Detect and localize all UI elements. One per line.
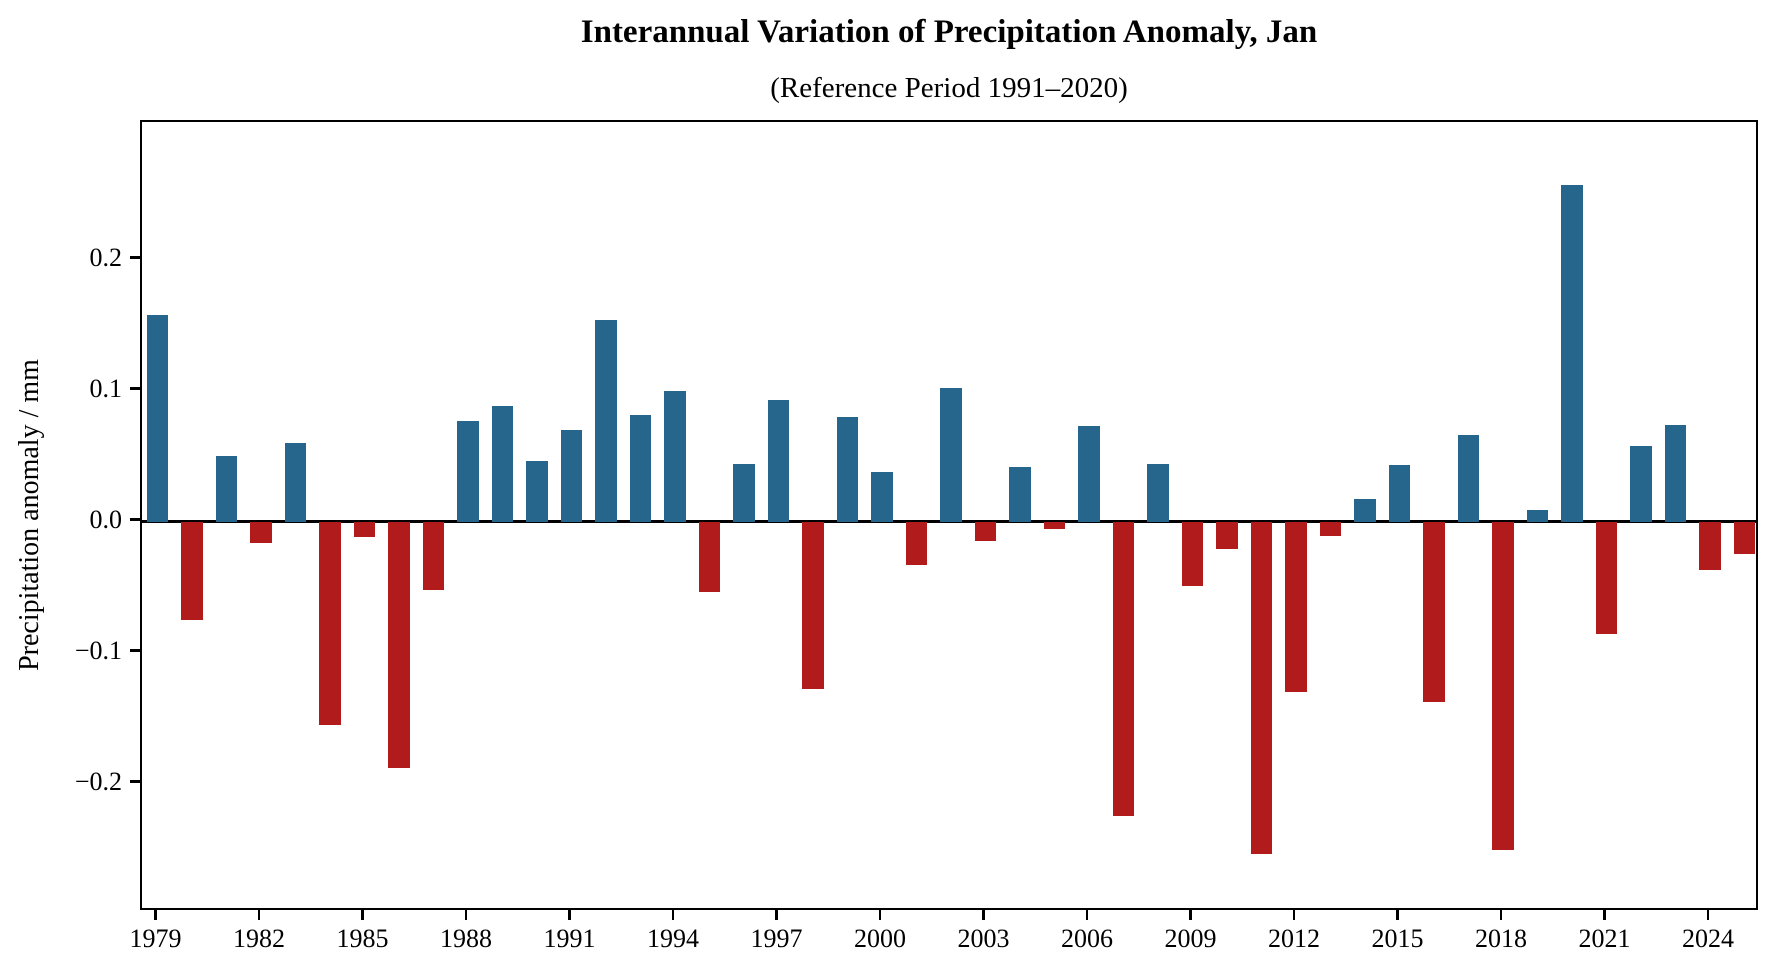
bar-1981 — [215, 456, 238, 522]
bar-2015 — [1388, 465, 1411, 522]
chart-title: Interannual Variation of Precipitation A… — [580, 14, 1318, 50]
bar-1979 — [146, 314, 169, 522]
y-tick-label: 0.2 — [89, 242, 123, 272]
bar-2004 — [1009, 466, 1031, 522]
y-tick-mark — [130, 649, 140, 652]
x-tick-label: 1982 — [233, 924, 286, 953]
y-tick-mark — [130, 518, 140, 521]
bar-1988 — [457, 420, 479, 522]
bar-2005 — [1043, 521, 1066, 530]
bar-2013 — [1319, 521, 1342, 536]
x-tick-mark — [568, 910, 571, 920]
bar-2019 — [1526, 509, 1549, 522]
bar-2011 — [1250, 521, 1273, 855]
x-tick-mark — [1396, 910, 1399, 920]
bar-2009 — [1181, 521, 1204, 586]
bar-1987 — [422, 521, 445, 590]
y-tick-label: 0.0 — [89, 504, 123, 534]
x-tick-mark — [671, 910, 675, 920]
bar-2003 — [974, 521, 997, 542]
y-tick-mark — [130, 387, 140, 390]
bar-2006 — [1078, 425, 1100, 522]
bar-2012 — [1285, 521, 1307, 692]
bar-1992 — [595, 319, 617, 522]
bar-1990 — [526, 461, 548, 522]
bar-2002 — [940, 387, 962, 522]
bar-1994 — [664, 390, 686, 522]
x-tick-label: 1994 — [647, 924, 699, 953]
bar-2018 — [1492, 521, 1514, 851]
x-tick-mark — [775, 910, 778, 920]
x-tick-label: 2003 — [957, 924, 1010, 953]
x-tick-label: 2009 — [1164, 924, 1217, 953]
bar-2024 — [1699, 521, 1721, 571]
bar-2007 — [1112, 521, 1135, 817]
bar-2016 — [1423, 521, 1445, 703]
bar-2001 — [905, 521, 928, 565]
bar-1996 — [733, 463, 755, 522]
x-tick-mark — [361, 910, 364, 920]
plot-area — [140, 120, 1758, 910]
bar-1995 — [698, 521, 721, 593]
y-tick-label: −0.1 — [74, 635, 122, 665]
bar-1980 — [181, 521, 203, 620]
x-tick-mark — [154, 910, 157, 920]
x-tick-label: 2000 — [854, 924, 906, 953]
x-tick-label: 1997 — [750, 924, 803, 953]
bar-2000 — [871, 471, 893, 522]
bar-1983 — [284, 442, 307, 522]
x-tick-label: 2015 — [1371, 924, 1424, 953]
bar-1999 — [836, 416, 859, 522]
y-axis-label: Precipitation anomaly / mm — [14, 359, 45, 671]
y-tick-label: 0.1 — [89, 373, 123, 403]
x-tick-mark — [1292, 910, 1296, 920]
x-tick-label: 2012 — [1267, 924, 1320, 953]
bar-1989 — [491, 406, 514, 522]
bar-2021 — [1595, 521, 1618, 635]
bar-1993 — [629, 415, 652, 522]
y-tick-label: −0.2 — [74, 766, 122, 796]
x-tick-mark — [257, 910, 261, 920]
x-tick-mark — [1189, 910, 1192, 920]
x-tick-label: 2024 — [1681, 924, 1734, 953]
bar-2010 — [1216, 521, 1238, 550]
bar-1986 — [388, 521, 410, 768]
x-tick-mark — [1085, 910, 1089, 920]
x-tick-mark — [1499, 910, 1503, 920]
y-tick-mark — [130, 780, 140, 783]
bar-1998 — [802, 521, 824, 690]
y-tick-mark — [130, 256, 140, 259]
x-tick-mark — [464, 910, 468, 920]
x-tick-mark — [1706, 910, 1710, 920]
x-tick-mark — [982, 910, 985, 920]
x-tick-label: 2021 — [1578, 924, 1631, 953]
bar-2020 — [1561, 184, 1583, 522]
x-tick-label: 1988 — [440, 924, 492, 953]
bar-2014 — [1354, 499, 1376, 522]
bar-2025 — [1733, 521, 1756, 555]
bar-2023 — [1664, 424, 1687, 522]
x-tick-label: 1979 — [129, 924, 182, 953]
x-tick-label: 2018 — [1474, 924, 1527, 953]
bar-1985 — [353, 521, 376, 538]
bar-2008 — [1147, 463, 1169, 522]
bar-1997 — [767, 399, 790, 522]
zero-baseline — [142, 520, 1756, 523]
x-tick-mark — [878, 910, 882, 920]
x-tick-label: 2006 — [1060, 924, 1113, 953]
x-tick-label: 1985 — [336, 924, 389, 953]
x-tick-label: 1991 — [543, 924, 596, 953]
chart-subtitle: (Reference Period 1991–2020) — [770, 72, 1128, 104]
bar-1982 — [250, 521, 272, 543]
bar-1984 — [319, 521, 341, 725]
x-tick-mark — [1603, 910, 1606, 920]
bar-2017 — [1457, 435, 1480, 522]
bar-1991 — [560, 429, 583, 522]
bar-2022 — [1630, 445, 1652, 522]
